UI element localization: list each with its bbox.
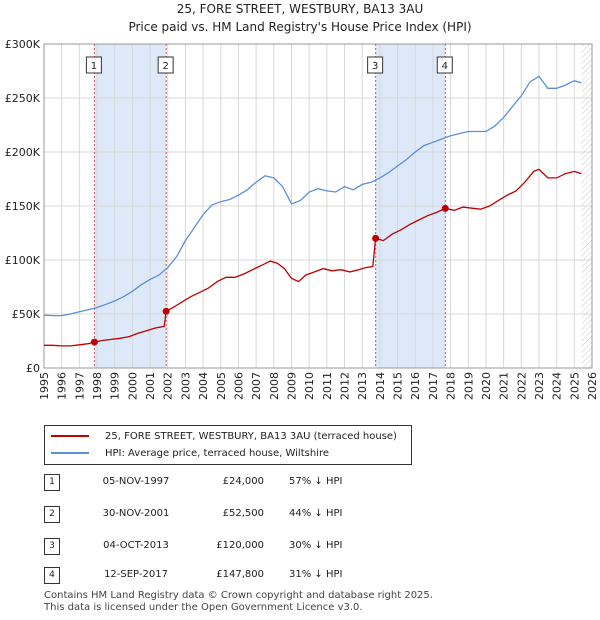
sale-price: £24,000 xyxy=(222,476,264,487)
legend-label-property: 25, FORE STREET, WESTBURY, BA13 3AU (ter… xyxy=(105,430,397,442)
sale-number-badge: 1 xyxy=(44,474,60,491)
sale-hpi-diff: 31% ↓ HPI xyxy=(289,569,343,580)
sale-point xyxy=(372,234,380,242)
x-tick-label: 2010 xyxy=(303,372,316,400)
x-tick-label: 2014 xyxy=(374,372,387,400)
x-tick-label: 2015 xyxy=(392,372,405,400)
y-tick-label: £150K xyxy=(5,200,41,213)
x-tick-label: 2022 xyxy=(515,372,528,400)
property-price-line xyxy=(44,168,582,347)
sale-price: £147,800 xyxy=(216,569,264,580)
y-tick-label: £0 xyxy=(26,362,40,375)
x-tick-label: 2018 xyxy=(445,372,458,400)
legend: 25, FORE STREET, WESTBURY, BA13 3AU (ter… xyxy=(44,425,412,465)
footer-copyright: Contains HM Land Registry data © Crown c… xyxy=(44,590,433,601)
sale-price: £52,500 xyxy=(222,508,264,519)
x-tick-label: 2003 xyxy=(179,372,192,400)
chart-title: 25, FORE STREET, WESTBURY, BA13 3AU xyxy=(176,2,424,16)
sale-point xyxy=(162,307,170,315)
plot-frame xyxy=(43,43,593,369)
legend-swatch-hpi xyxy=(51,452,89,454)
sale-row: 3 04-OCT-2013 £120,000 30% ↓ HPI xyxy=(44,538,444,556)
sale-marker-box xyxy=(85,56,102,74)
x-tick-label: 2026 xyxy=(586,372,599,400)
x-tick-label: 2012 xyxy=(339,372,352,400)
x-tick-label: 1995 xyxy=(38,372,51,400)
y-tick-label: £100K xyxy=(5,254,41,267)
y-tick-label: £300K xyxy=(5,38,41,51)
x-tick-label: 2020 xyxy=(480,372,493,400)
sale-hpi-diff: 30% ↓ HPI xyxy=(289,540,343,551)
x-tick-label: 2023 xyxy=(533,372,546,400)
sale-date: 05-NOV-1997 xyxy=(102,476,170,487)
x-tick-label: 2021 xyxy=(498,372,511,400)
sale-price: £120,000 xyxy=(216,540,264,551)
sale-number-badge: 4 xyxy=(44,567,60,584)
x-tick-label: 2007 xyxy=(250,372,263,400)
x-tick-label: 2019 xyxy=(462,372,475,400)
sale-marker-label: 1 xyxy=(91,61,97,72)
sale-date: 12-SEP-2017 xyxy=(104,569,168,580)
sale-marker-label: 2 xyxy=(162,61,168,72)
x-tick-label: 2025 xyxy=(568,372,581,400)
legend-item-hpi: HPI: Average price, terraced house, Wilt… xyxy=(51,445,329,461)
sale-date: 30-NOV-2001 xyxy=(102,508,170,519)
x-tick-label: 2005 xyxy=(215,372,228,400)
x-tick-label: 2016 xyxy=(409,372,422,400)
footer-licence: This data is licensed under the Open Gov… xyxy=(44,602,363,613)
chart-subtitle: Price paid vs. HM Land Registry's House … xyxy=(128,20,472,34)
hpi-line xyxy=(43,75,582,317)
y-tick-label: £50K xyxy=(12,308,41,321)
x-tick-label: 1996 xyxy=(56,372,69,400)
legend-item-property: 25, FORE STREET, WESTBURY, BA13 3AU (ter… xyxy=(51,428,397,444)
price-chart: £0 £50K £100K £150K £200K £250K £300K 1995 1996 1… xyxy=(5,38,599,400)
sale-row: 2 30-NOV-2001 £52,500 44% ↓ HPI xyxy=(44,506,444,524)
sale-marker-label: 3 xyxy=(372,61,378,72)
x-tick-label: 2024 xyxy=(551,372,564,400)
sale-point xyxy=(441,204,449,212)
sale-marker-label: 4 xyxy=(442,61,448,72)
x-tick-label: 2017 xyxy=(427,372,440,400)
sale-number-badge: 2 xyxy=(44,506,60,523)
x-tick-label: 1998 xyxy=(91,372,104,400)
sale-marker-box xyxy=(436,56,453,74)
x-tick-label: 1997 xyxy=(73,372,86,400)
x-tick-label: 2009 xyxy=(285,372,298,400)
x-tick-label: 2008 xyxy=(268,372,281,400)
x-tick-label: 2011 xyxy=(321,372,334,400)
x-tick-label: 1999 xyxy=(109,372,122,400)
x-tick-label: 2000 xyxy=(126,372,139,400)
sale-number-badge: 3 xyxy=(44,538,60,555)
sale-marker-box xyxy=(157,56,174,74)
x-tick-label: 2001 xyxy=(144,372,157,400)
x-tick-label: 2006 xyxy=(232,372,245,400)
y-tick-label: £200K xyxy=(5,146,41,159)
legend-swatch-property xyxy=(51,435,89,437)
sale-point xyxy=(90,338,98,346)
sale-date: 04-OCT-2013 xyxy=(103,540,169,551)
sale-row: 4 12-SEP-2017 £147,800 31% ↓ HPI xyxy=(44,567,444,585)
sale-hpi-diff: 44% ↓ HPI xyxy=(289,508,343,519)
x-tick-label: 2002 xyxy=(162,372,175,400)
sale-hpi-diff: 57% ↓ HPI xyxy=(289,476,343,487)
sale-marker-box xyxy=(367,56,384,74)
y-tick-label: £250K xyxy=(5,92,41,105)
legend-label-hpi: HPI: Average price, terraced house, Wilt… xyxy=(105,447,329,459)
sale-row: 1 05-NOV-1997 £24,000 57% ↓ HPI xyxy=(44,474,444,492)
x-tick-label: 2004 xyxy=(197,372,210,400)
x-tick-label: 2013 xyxy=(356,372,369,400)
